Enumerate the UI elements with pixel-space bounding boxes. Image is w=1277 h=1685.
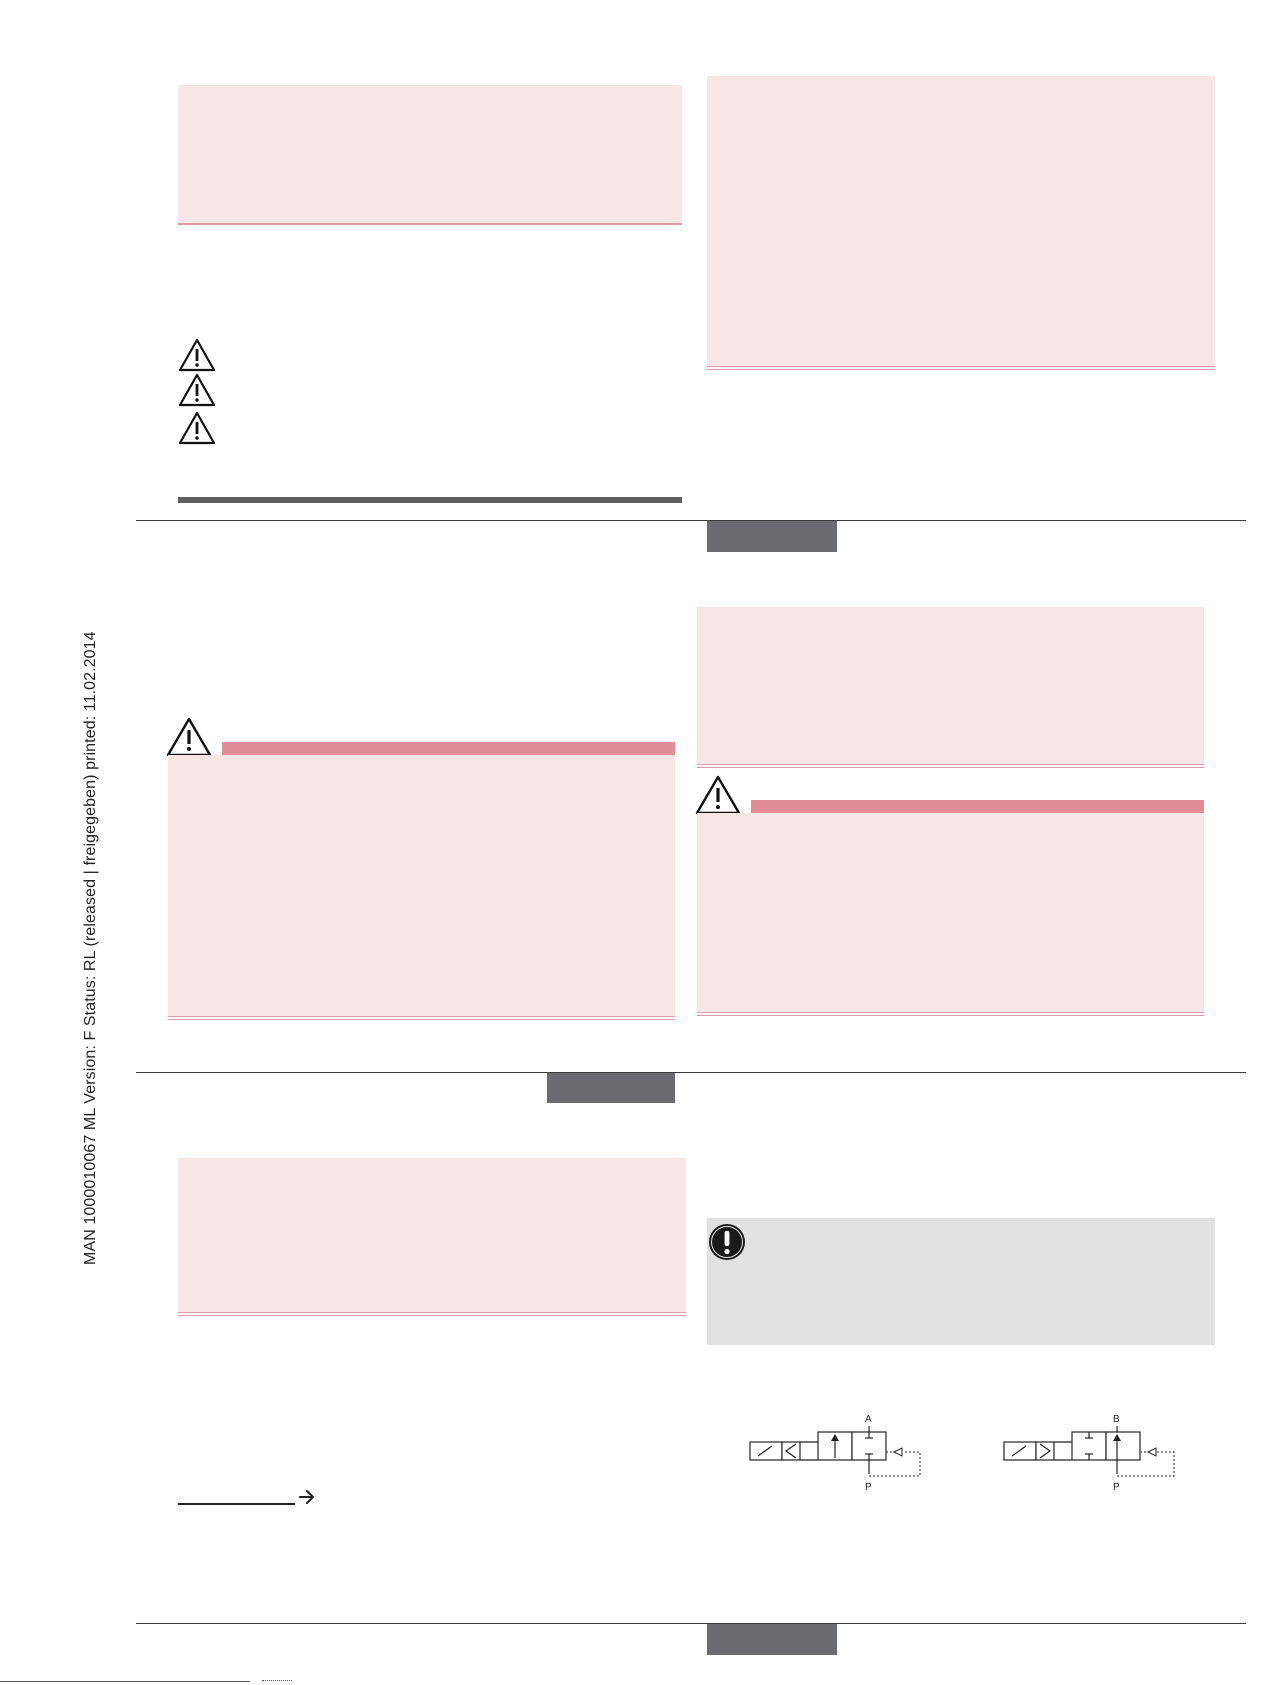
warning-header-stripe bbox=[751, 800, 1204, 813]
warning-body-panel bbox=[168, 755, 675, 1017]
middle-right-pink-panel bbox=[697, 607, 1204, 764]
warning-triangle-icon bbox=[178, 338, 216, 372]
section-divider bbox=[136, 1072, 1246, 1073]
section-tab bbox=[707, 521, 837, 552]
section-tab bbox=[547, 1073, 675, 1103]
warning-triangle-icon bbox=[695, 775, 741, 815]
bottom-left-panel-underline bbox=[178, 1312, 686, 1316]
note-box bbox=[707, 1218, 1215, 1345]
warning-triangle-icon bbox=[166, 717, 212, 757]
document-status-text: MAN 1000010067 ML Version: F Status: RL … bbox=[82, 631, 99, 1265]
middle-right-panel-underline bbox=[697, 764, 1204, 768]
top-right-pink-panel bbox=[707, 76, 1215, 366]
bottom-edge-mark bbox=[262, 1680, 292, 1682]
footer-divider bbox=[136, 1623, 1246, 1624]
warning-panel-underline bbox=[697, 1012, 1204, 1016]
warning-triangle-icon bbox=[178, 411, 216, 445]
warning-header-stripe bbox=[222, 742, 675, 755]
port-label-b: B bbox=[1113, 1414, 1120, 1425]
bottom-left-pink-panel bbox=[178, 1158, 686, 1313]
arrow-right-icon bbox=[298, 1489, 316, 1505]
valve-symbol-diagram-left: A P bbox=[748, 1408, 928, 1498]
top-left-pink-panel bbox=[178, 85, 682, 223]
port-label-a: A bbox=[865, 1414, 872, 1425]
footer-page-tab bbox=[707, 1624, 837, 1655]
top-left-panel-underline bbox=[178, 223, 682, 225]
section-divider bbox=[136, 520, 1246, 521]
top-right-panel-underline bbox=[707, 366, 1215, 370]
section-end-bar bbox=[178, 497, 682, 503]
warning-body-panel bbox=[697, 813, 1204, 1013]
valve-symbol-diagram-right: B P bbox=[1002, 1408, 1182, 1498]
warning-panel-underline bbox=[168, 1016, 675, 1020]
port-label-p: P bbox=[865, 1482, 872, 1493]
bottom-edge-line bbox=[0, 1681, 250, 1682]
port-label-p: P bbox=[1113, 1482, 1120, 1493]
cross-reference-underline bbox=[178, 1503, 295, 1505]
warning-triangle-icon bbox=[178, 373, 216, 407]
exclamation-circle-icon bbox=[707, 1222, 747, 1262]
